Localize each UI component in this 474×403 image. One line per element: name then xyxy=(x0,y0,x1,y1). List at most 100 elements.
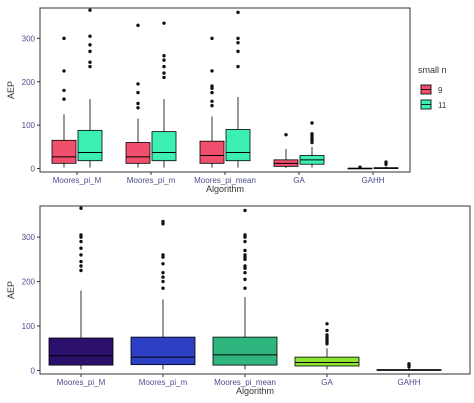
outlier-point xyxy=(243,239,247,244)
x-axis-title: Algorithm xyxy=(206,184,244,194)
y-tick-label: 0 xyxy=(31,366,36,375)
outlier-point xyxy=(88,8,92,12)
outlier-point xyxy=(243,233,247,237)
outlier-point xyxy=(136,23,140,28)
box xyxy=(51,139,77,164)
y-tick-label: 0 xyxy=(31,165,36,174)
outlier-point xyxy=(210,36,214,41)
outlier-point xyxy=(161,262,165,266)
outlier-point xyxy=(325,328,329,333)
legend-label: 9 xyxy=(438,86,443,95)
x-axis-title: Algorithm xyxy=(236,386,274,396)
outlier-point xyxy=(310,121,314,125)
outlier-point xyxy=(210,99,214,103)
y-axis-title: AEP xyxy=(6,81,16,99)
x-tick-label: GA xyxy=(321,378,333,387)
outlier-point xyxy=(243,277,247,282)
outlier-point xyxy=(88,34,92,38)
outlier-point xyxy=(407,362,411,366)
outlier-point xyxy=(284,132,288,137)
outlier-point xyxy=(136,82,140,86)
box xyxy=(294,356,360,367)
outlier-point xyxy=(243,208,247,213)
y-tick-label: 200 xyxy=(22,78,36,87)
outlier-point xyxy=(236,64,240,69)
outlier-point xyxy=(136,90,140,95)
box xyxy=(125,142,151,164)
box xyxy=(77,129,103,162)
outlier-point xyxy=(62,88,66,93)
outlier-point xyxy=(210,69,214,73)
outlier-point xyxy=(62,69,66,73)
outlier-point xyxy=(161,286,165,290)
y-axis-title: AEP xyxy=(6,281,16,299)
x-tick-label: Moores_pi_m xyxy=(127,176,176,185)
y-tick-label: 200 xyxy=(22,278,36,287)
x-tick-label: GAHH xyxy=(397,378,420,387)
x-tick-label: Moores_pi_m xyxy=(139,378,188,387)
outlier-point xyxy=(161,270,165,275)
y-tick-label: 100 xyxy=(22,322,36,331)
outlier-point xyxy=(325,333,329,337)
chart-panel-top: 0 100 200 300 Moores_pi_M Moores_pi_m Moores_p… xyxy=(6,7,411,194)
y-tick-label: 100 xyxy=(22,121,36,130)
outlier-point xyxy=(384,160,388,164)
y-tick-label: 300 xyxy=(22,233,36,242)
outlier-point xyxy=(62,36,66,41)
outlier-point xyxy=(136,106,140,110)
outlier-point xyxy=(236,41,240,45)
outlier-point xyxy=(210,90,214,95)
outlier-point xyxy=(79,264,83,268)
outlier-point xyxy=(79,233,83,237)
outlier-point xyxy=(243,286,247,290)
outlier-point xyxy=(162,75,166,80)
x-tick-label: Moores_pi_mean xyxy=(194,176,256,185)
outlier-point xyxy=(79,206,83,210)
box xyxy=(151,131,177,162)
outlier-point xyxy=(88,49,92,54)
x-tick-label: Moores_pi_mean xyxy=(214,378,276,387)
outlier-point xyxy=(136,101,140,106)
x-tick-label: GAHH xyxy=(361,176,384,185)
x-tick-label: GA xyxy=(293,176,305,185)
outlier-point xyxy=(88,60,92,64)
box xyxy=(130,336,196,366)
outlier-point xyxy=(162,58,166,62)
outlier-point xyxy=(325,322,329,326)
outlier-point xyxy=(210,103,214,108)
outlier-point xyxy=(358,165,362,169)
outlier-point xyxy=(162,64,166,69)
outlier-point xyxy=(161,253,165,257)
outlier-point xyxy=(210,84,214,88)
outlier-point xyxy=(79,246,83,250)
outlier-point xyxy=(243,264,247,268)
outlier-point xyxy=(243,253,247,257)
x-tick-label: Moores_pi_M xyxy=(57,378,106,387)
x-tick-label: Moores_pi_M xyxy=(53,176,102,185)
outlier-point xyxy=(243,270,247,275)
outlier-point xyxy=(161,275,165,279)
outlier-point xyxy=(236,49,240,54)
outlier-point xyxy=(161,279,165,284)
box xyxy=(199,140,225,164)
outlier-point xyxy=(79,253,83,257)
legend-label: 11 xyxy=(438,101,447,110)
outlier-point xyxy=(161,219,165,224)
outlier-point xyxy=(236,10,240,15)
outlier-point xyxy=(162,21,166,25)
outlier-point xyxy=(79,268,83,273)
box xyxy=(48,337,114,366)
outlier-point xyxy=(88,64,92,69)
outlier-point xyxy=(162,54,166,58)
outlier-point xyxy=(310,132,314,136)
y-tick-label: 300 xyxy=(22,34,36,43)
chart-panel-bottom: 0 100 200 300 Moores_pi_M Moores_pi_m Moores_p… xyxy=(6,205,471,396)
legend-title: small n xyxy=(418,65,447,75)
outlier-point xyxy=(236,36,240,41)
outlier-point xyxy=(162,71,166,75)
outlier-point xyxy=(243,248,247,253)
outlier-point xyxy=(62,97,66,101)
outlier-point xyxy=(79,259,83,264)
box xyxy=(212,336,278,366)
